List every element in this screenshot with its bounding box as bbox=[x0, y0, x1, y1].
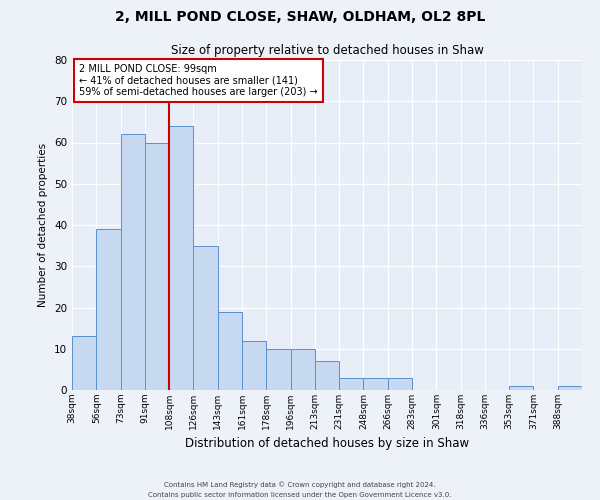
Bar bbox=[193, 246, 218, 390]
Bar bbox=[266, 349, 290, 390]
X-axis label: Distribution of detached houses by size in Shaw: Distribution of detached houses by size … bbox=[185, 438, 469, 450]
Bar bbox=[315, 361, 339, 390]
Title: Size of property relative to detached houses in Shaw: Size of property relative to detached ho… bbox=[170, 44, 484, 58]
Bar bbox=[145, 142, 169, 390]
Bar bbox=[242, 340, 266, 390]
Bar bbox=[121, 134, 145, 390]
Bar bbox=[290, 349, 315, 390]
Text: Contains public sector information licensed under the Open Government Licence v3: Contains public sector information licen… bbox=[148, 492, 452, 498]
Bar bbox=[218, 312, 242, 390]
Text: Contains HM Land Registry data © Crown copyright and database right 2024.: Contains HM Land Registry data © Crown c… bbox=[164, 481, 436, 488]
Text: 2 MILL POND CLOSE: 99sqm
← 41% of detached houses are smaller (141)
59% of semi-: 2 MILL POND CLOSE: 99sqm ← 41% of detach… bbox=[79, 64, 318, 98]
Bar bbox=[364, 378, 388, 390]
Y-axis label: Number of detached properties: Number of detached properties bbox=[38, 143, 49, 307]
Bar bbox=[96, 229, 121, 390]
Bar bbox=[169, 126, 193, 390]
Bar bbox=[509, 386, 533, 390]
Bar bbox=[388, 378, 412, 390]
Text: 2, MILL POND CLOSE, SHAW, OLDHAM, OL2 8PL: 2, MILL POND CLOSE, SHAW, OLDHAM, OL2 8P… bbox=[115, 10, 485, 24]
Bar bbox=[558, 386, 582, 390]
Bar bbox=[72, 336, 96, 390]
Bar bbox=[339, 378, 364, 390]
